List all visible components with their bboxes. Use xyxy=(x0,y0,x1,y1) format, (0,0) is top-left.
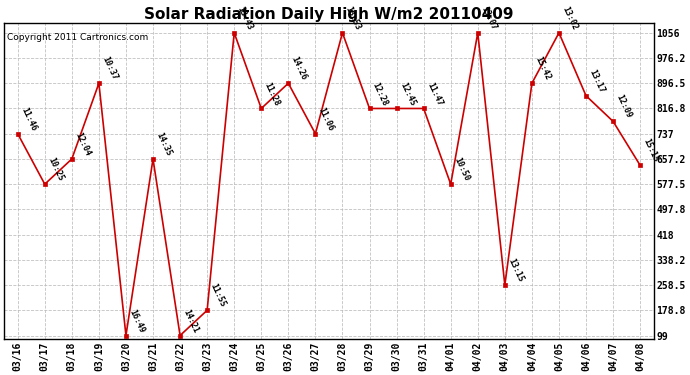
Text: 11:55: 11:55 xyxy=(208,282,227,309)
Text: 12:45: 12:45 xyxy=(398,81,417,107)
Text: 11:46: 11:46 xyxy=(19,106,38,132)
Text: 12:09: 12:09 xyxy=(615,93,633,120)
Text: 14:26: 14:26 xyxy=(290,56,308,82)
Text: 13:53: 13:53 xyxy=(344,5,362,32)
Text: 10:37: 10:37 xyxy=(100,56,119,82)
Text: 13:43: 13:43 xyxy=(235,5,255,32)
Text: 10:50: 10:50 xyxy=(452,156,471,183)
Text: 13:15: 13:15 xyxy=(506,257,525,284)
Text: 12:04: 12:04 xyxy=(73,131,92,158)
Text: 14:21: 14:21 xyxy=(181,308,200,334)
Text: 13:07: 13:07 xyxy=(479,5,498,32)
Text: 11:28: 11:28 xyxy=(263,81,282,107)
Text: 15:42: 15:42 xyxy=(533,56,552,82)
Text: 11:47: 11:47 xyxy=(425,81,444,107)
Text: 13:02: 13:02 xyxy=(560,5,579,32)
Text: 10:25: 10:25 xyxy=(46,156,65,183)
Text: 13:17: 13:17 xyxy=(587,68,606,94)
Text: 15:15: 15:15 xyxy=(642,138,660,164)
Text: 16:49: 16:49 xyxy=(128,308,146,334)
Text: 12:28: 12:28 xyxy=(371,81,390,107)
Text: Copyright 2011 Cartronics.com: Copyright 2011 Cartronics.com xyxy=(8,33,148,42)
Text: 14:35: 14:35 xyxy=(155,131,173,158)
Title: Solar Radiation Daily High W/m2 20110409: Solar Radiation Daily High W/m2 20110409 xyxy=(144,7,513,22)
Text: 11:06: 11:06 xyxy=(317,106,335,132)
